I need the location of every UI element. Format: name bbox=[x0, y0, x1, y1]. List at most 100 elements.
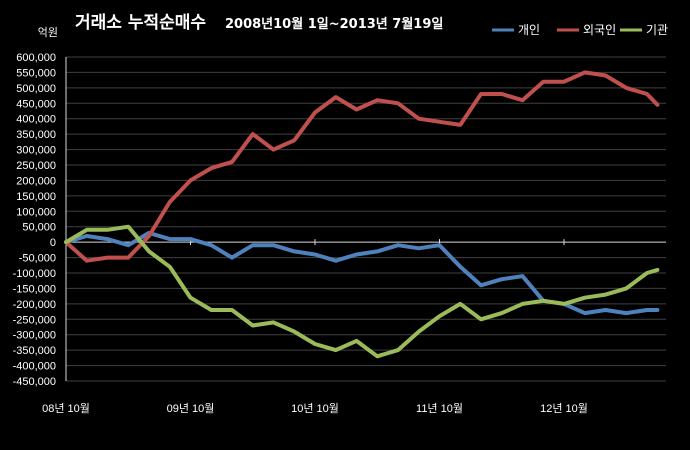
data-point bbox=[500, 92, 504, 96]
data-point bbox=[251, 323, 255, 328]
data-point bbox=[334, 348, 338, 352]
data-point bbox=[437, 314, 442, 318]
data-point bbox=[562, 80, 566, 84]
data-point bbox=[85, 228, 89, 232]
data-point bbox=[396, 101, 400, 105]
series-lines bbox=[64, 70, 660, 359]
y-tick-label: 0 bbox=[50, 237, 56, 249]
data-point bbox=[251, 132, 255, 136]
data-point bbox=[458, 123, 462, 127]
data-point bbox=[85, 234, 89, 238]
data-point bbox=[334, 95, 338, 99]
y-tick-label: 150,000 bbox=[16, 191, 56, 203]
data-point bbox=[188, 296, 193, 300]
data-point bbox=[271, 320, 276, 324]
y-tick-label: -300,000 bbox=[13, 330, 56, 342]
series-line-2 bbox=[64, 224, 660, 359]
legend: 개인 외국인 기관 bbox=[492, 23, 668, 37]
y-tick-label: -400,000 bbox=[13, 361, 56, 373]
data-point bbox=[583, 296, 587, 300]
data-point bbox=[334, 259, 338, 263]
data-point bbox=[437, 243, 442, 247]
data-point bbox=[105, 228, 110, 232]
data-point bbox=[292, 330, 296, 334]
data-point bbox=[396, 243, 400, 247]
y-tick-label: 550,000 bbox=[16, 67, 56, 79]
data-point bbox=[603, 293, 608, 297]
data-point bbox=[479, 283, 483, 287]
y-tick-label: -200,000 bbox=[13, 299, 56, 311]
data-point bbox=[168, 265, 172, 269]
data-point bbox=[375, 249, 379, 253]
data-point bbox=[354, 339, 359, 343]
y-tick-label: -150,000 bbox=[13, 283, 56, 295]
tick-labels: 600,000 550,000 500,000 450,000 400,000 350,0… bbox=[13, 52, 588, 415]
data-point bbox=[645, 92, 649, 96]
data-point bbox=[147, 249, 151, 253]
legend-label: 기관 bbox=[646, 23, 668, 37]
data-point bbox=[603, 308, 608, 312]
data-point bbox=[230, 160, 234, 164]
series-line-1 bbox=[64, 70, 660, 263]
y-tick-label: 250,000 bbox=[16, 160, 56, 172]
data-point bbox=[375, 354, 379, 358]
data-point bbox=[126, 256, 130, 260]
data-point bbox=[417, 117, 421, 121]
data-point bbox=[251, 243, 255, 247]
data-point bbox=[645, 308, 649, 312]
y-tick-label: -450,000 bbox=[13, 376, 56, 388]
data-point bbox=[396, 348, 400, 352]
data-point bbox=[479, 92, 483, 96]
data-point bbox=[292, 249, 296, 253]
y-tick-label: 50,000 bbox=[22, 222, 56, 234]
data-point bbox=[624, 311, 628, 315]
x-tick-label: 10년 10월 bbox=[291, 402, 339, 415]
data-point bbox=[209, 166, 213, 170]
data-point bbox=[541, 80, 545, 84]
data-point bbox=[562, 302, 566, 306]
y-tick-label: 100,000 bbox=[16, 206, 56, 218]
data-point bbox=[437, 120, 442, 124]
data-point bbox=[624, 286, 628, 290]
data-point bbox=[209, 308, 213, 312]
legend-label: 외국인 bbox=[583, 23, 616, 37]
y-tick-label: 500,000 bbox=[16, 83, 56, 95]
data-point bbox=[500, 311, 504, 315]
data-point bbox=[603, 73, 608, 78]
x-tick-label: 08년 10월 bbox=[42, 402, 90, 415]
y-tick-label: 450,000 bbox=[16, 98, 56, 110]
data-point bbox=[541, 299, 545, 303]
data-point bbox=[479, 317, 483, 321]
data-point bbox=[126, 225, 130, 229]
data-point bbox=[230, 308, 234, 312]
data-point bbox=[375, 98, 379, 102]
y-tick-label: -50,000 bbox=[19, 253, 56, 265]
chart-subtitle: 2008년10월 1일~2013년 7월19일 bbox=[225, 16, 443, 32]
data-point bbox=[458, 265, 462, 269]
data-point bbox=[85, 259, 89, 263]
data-point bbox=[271, 148, 276, 152]
data-point bbox=[583, 311, 587, 315]
data-point bbox=[313, 252, 317, 257]
x-tick-label: 09년 10월 bbox=[167, 402, 215, 415]
data-point bbox=[417, 246, 421, 250]
series-line-0 bbox=[64, 230, 660, 316]
data-point bbox=[313, 342, 317, 346]
data-point bbox=[292, 138, 296, 142]
data-point bbox=[271, 243, 276, 247]
data-point bbox=[520, 302, 525, 306]
y-tick-label: 600,000 bbox=[16, 52, 56, 64]
data-point bbox=[209, 243, 213, 247]
data-point bbox=[520, 274, 525, 278]
data-point bbox=[230, 256, 234, 260]
data-point bbox=[105, 256, 110, 260]
y-tick-label: -350,000 bbox=[13, 345, 56, 357]
data-point bbox=[188, 178, 193, 182]
data-point bbox=[458, 302, 462, 306]
data-point bbox=[520, 98, 525, 102]
y-tick-label: 350,000 bbox=[16, 129, 56, 141]
data-point bbox=[655, 268, 660, 272]
y-tick-label: 400,000 bbox=[16, 114, 56, 126]
